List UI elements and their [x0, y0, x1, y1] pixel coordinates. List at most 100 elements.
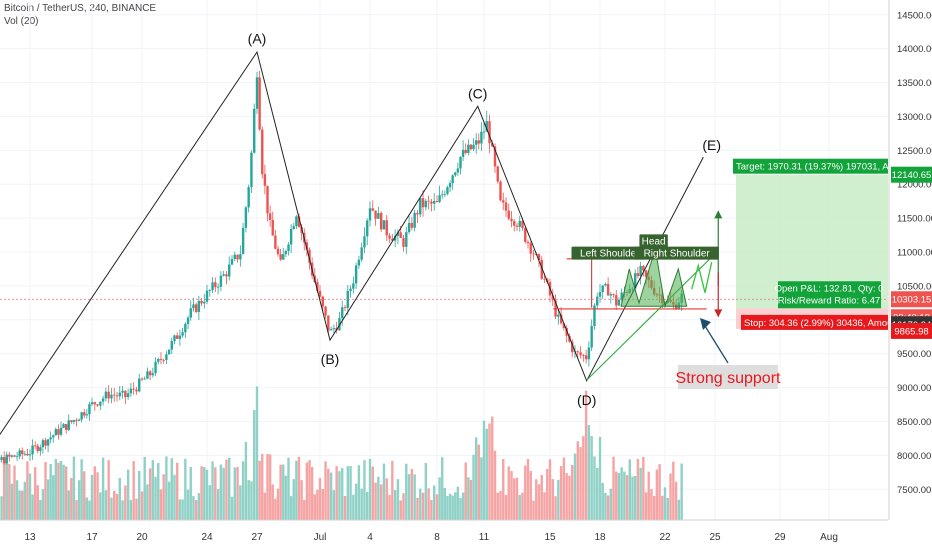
pattern-label-head: Head: [642, 236, 666, 247]
volume-bar: [121, 500, 124, 520]
candle-body: [2, 457, 6, 464]
candle-body: [52, 435, 55, 438]
volume-bar: [357, 465, 361, 520]
volume-bar: [499, 491, 502, 520]
volume-bar: [247, 479, 250, 520]
time-tick-label: 22: [659, 532, 671, 543]
candle-body: [576, 351, 579, 353]
volume-bar: [15, 480, 19, 520]
volume-bar: [162, 474, 165, 520]
volume-bar: [159, 489, 163, 520]
volume-bar: [410, 469, 414, 520]
volume-bar: [181, 499, 184, 520]
volume-bar: [214, 467, 217, 520]
volume-bar: [335, 466, 338, 520]
volume-bar: [601, 482, 604, 520]
volume-bar: [271, 484, 274, 520]
volume-bar: [194, 500, 198, 520]
volume-bar: [391, 460, 394, 520]
volume-bar: [274, 498, 277, 520]
volume-bar: [54, 458, 58, 520]
volume-bar: [551, 479, 554, 520]
volume-bar: [5, 461, 8, 520]
candle-body: [448, 183, 452, 188]
volume-bar: [83, 471, 86, 520]
volume-bar: [573, 453, 577, 520]
volume-bar: [532, 500, 535, 520]
volume-bar: [526, 459, 530, 520]
candle-body: [157, 358, 160, 362]
candle-body: [146, 371, 149, 379]
volume-bar: [197, 493, 201, 520]
candle-body: [396, 232, 400, 236]
volume-bar: [192, 496, 195, 520]
volume-bar: [173, 474, 176, 520]
price-tick-label: 8500.00: [897, 417, 931, 428]
volume-bar: [459, 498, 462, 520]
volume-bar: [620, 467, 623, 520]
volume-bar: [604, 492, 607, 520]
volume-bar: [178, 499, 182, 520]
volume-bar: [72, 456, 76, 520]
candle-body: [77, 419, 81, 421]
volume-bar: [186, 489, 190, 520]
volume-bar: [341, 468, 344, 520]
volume-bar: [464, 462, 467, 520]
target-label: Target: 1970.31 (19.37%) 197031, Amount: [736, 162, 915, 173]
candle-body: [443, 193, 447, 195]
candle-body: [33, 445, 37, 447]
candle-body: [276, 248, 280, 255]
candle-body: [255, 77, 259, 109]
candle-body: [557, 314, 560, 317]
candle-body: [101, 398, 105, 402]
volume-bar: [343, 495, 347, 520]
volume-bar: [518, 494, 521, 520]
volume-bar: [631, 476, 634, 520]
candle-body: [28, 454, 32, 456]
candle-body: [8, 454, 11, 457]
candle-body: [584, 355, 588, 360]
volume-bar: [289, 496, 293, 520]
volume-bar: [609, 488, 613, 520]
volume-bar: [419, 488, 422, 520]
candle-body: [173, 335, 176, 342]
time-tick-label: Jul: [314, 532, 327, 543]
candle-body: [456, 168, 460, 173]
volume-bar: [493, 450, 497, 520]
candle-body: [279, 254, 282, 260]
volume-bar: [647, 471, 650, 520]
volume-bar: [59, 460, 63, 520]
candle-body: [176, 335, 179, 339]
volume-bar: [8, 463, 11, 520]
price-axis[interactable]: 7500.008000.008500.009000.009500.0010000…: [888, 0, 932, 520]
candle-body: [504, 202, 508, 211]
volume-bar: [268, 454, 272, 520]
volume-bar: [151, 460, 155, 520]
candle-body: [13, 455, 16, 457]
time-tick-label: 25: [709, 532, 721, 543]
candle-body: [295, 216, 298, 227]
candle-body: [579, 352, 582, 356]
volume-bar: [540, 474, 543, 520]
price-tick-label: 14500.00: [897, 10, 932, 21]
time-tick-label: 20: [136, 532, 148, 543]
candle-body: [379, 212, 383, 230]
volume-bar: [485, 428, 488, 520]
volume-bar: [661, 495, 664, 520]
candle-body: [225, 274, 228, 277]
down-arrow-head: [714, 309, 723, 318]
volume-bar: [579, 447, 582, 520]
volume-bar: [200, 466, 203, 520]
candle-body: [421, 198, 425, 208]
volume-bar: [110, 497, 113, 520]
candle-body: [324, 306, 327, 316]
volume-bar: [129, 499, 133, 520]
time-axis[interactable]: 13 17 20 24 27 Jul 4 8 11 15 18 22 25 29 Aug: [0, 519, 888, 543]
price-tick-label: 9500.00: [897, 349, 931, 360]
risk-reward-label: Risk/Reward Ratio: 6.47: [778, 295, 880, 306]
volume-bar: [634, 476, 637, 520]
candle-body: [674, 304, 678, 309]
volume-bar: [239, 485, 242, 520]
candle-body: [402, 237, 405, 247]
